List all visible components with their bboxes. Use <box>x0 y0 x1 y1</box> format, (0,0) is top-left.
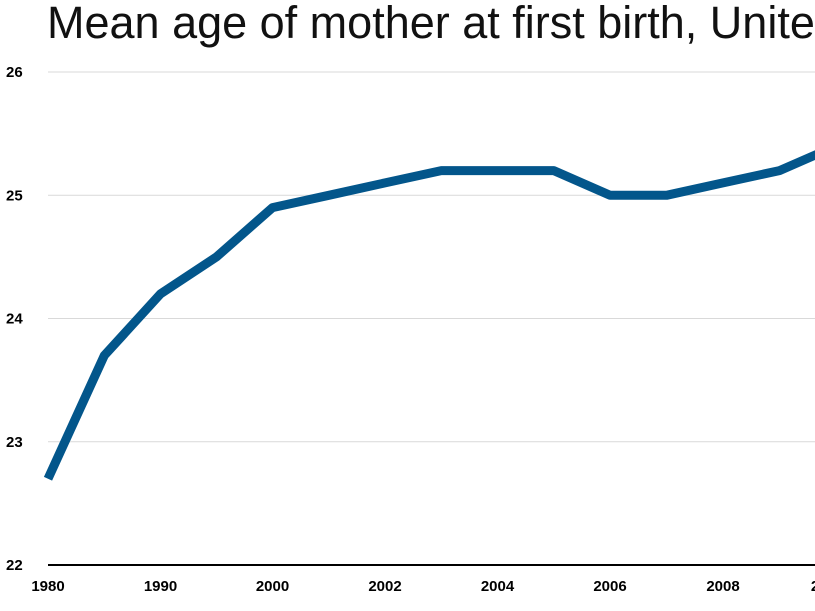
x-tick-label: 2002 <box>368 578 401 595</box>
x-axis-tick-labels: 1980 1990 2000 2002 2004 2006 2008 2 <box>31 578 815 595</box>
y-tick-label: 24 <box>6 311 23 328</box>
x-tick-label: 2008 <box>706 578 739 595</box>
y-tick-label: 25 <box>6 187 23 204</box>
gridlines <box>48 71 815 443</box>
series-layer <box>43 150 815 481</box>
x-tick-label: 2006 <box>593 578 626 595</box>
series-line <box>43 150 815 481</box>
y-tick-label: 23 <box>6 434 23 451</box>
x-tick-label: 1980 <box>31 578 64 595</box>
chart-title: Mean age of mother at first birth, Unite… <box>47 0 815 48</box>
y-tick-label: 22 <box>6 557 23 574</box>
x-tick-label: 1990 <box>144 578 177 595</box>
y-tick-label: 26 <box>6 64 23 81</box>
y-axis-tick-labels: 22 23 24 25 26 <box>6 64 23 574</box>
x-tick-label: 2 <box>811 578 815 595</box>
x-tick-label: 2004 <box>481 578 515 595</box>
x-tick-label: 2000 <box>256 578 289 595</box>
